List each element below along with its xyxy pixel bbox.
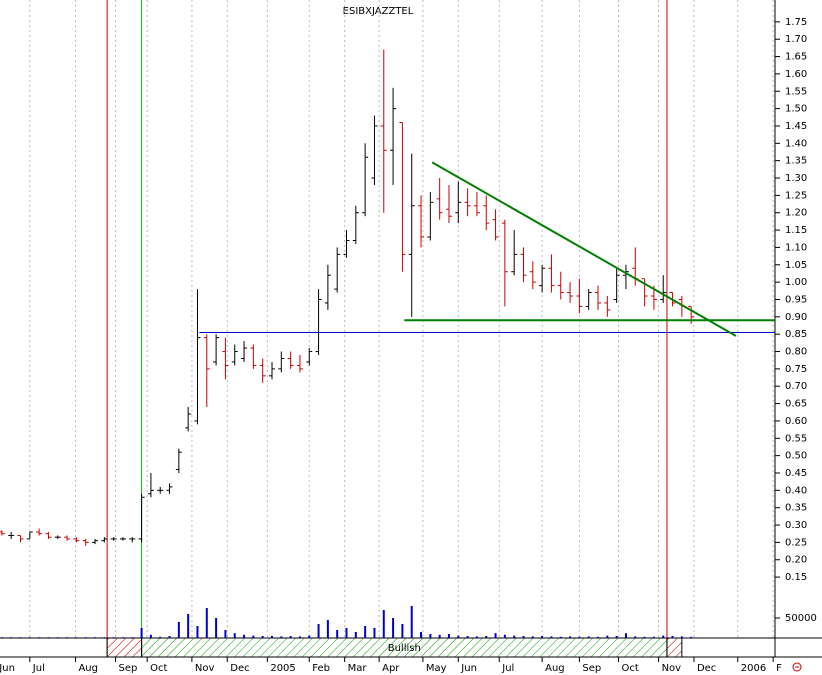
y-tick-label: 1.70 bbox=[785, 34, 807, 45]
y-tick-label: 0.25 bbox=[785, 537, 807, 548]
y-tick-label: 1.65 bbox=[785, 52, 807, 63]
y-tick-label: 0.75 bbox=[785, 364, 807, 375]
x-tick-label: 2005 bbox=[270, 663, 295, 674]
y-tick-label: 0.85 bbox=[785, 329, 807, 340]
x-tick-label: 2006 bbox=[741, 663, 766, 674]
x-tick-label: Jun bbox=[0, 663, 15, 674]
y-tick-label: 0.95 bbox=[785, 294, 807, 305]
indicator-segment bbox=[106, 637, 143, 658]
x-tick-label: Sep bbox=[119, 663, 138, 674]
x-tick-label: F bbox=[776, 663, 782, 674]
indicator-label: Bullish bbox=[388, 643, 421, 654]
y-tick-label: 0.40 bbox=[785, 485, 807, 496]
y-tick-label: 0.35 bbox=[785, 503, 807, 514]
indicator-segment bbox=[666, 637, 683, 658]
x-tick-label: Dec bbox=[697, 663, 716, 674]
x-tick-label: Jun bbox=[460, 663, 477, 674]
y-tick-label: 1.00 bbox=[785, 277, 807, 288]
y-tick-label: 1.10 bbox=[785, 242, 807, 253]
y-tick-label: 1.75 bbox=[785, 17, 807, 28]
y-tick-label: 1.60 bbox=[785, 69, 807, 80]
x-tick-label: Nov bbox=[662, 663, 682, 674]
y-tick-label: 0.65 bbox=[785, 399, 807, 410]
y-tick-label: 0.15 bbox=[785, 572, 807, 583]
x-tick-label: Aug bbox=[545, 663, 565, 674]
y-tick-label: 0.55 bbox=[785, 433, 807, 444]
y-tick-label: 0.45 bbox=[785, 468, 807, 479]
y-tick-label: 1.20 bbox=[785, 208, 807, 219]
x-tick-label: May bbox=[426, 663, 447, 674]
x-tick-label: Nov bbox=[195, 663, 215, 674]
y-tick-label: 1.15 bbox=[785, 225, 807, 236]
volume-tick-label: 50000 bbox=[785, 613, 817, 624]
y-tick-label: 1.05 bbox=[785, 260, 807, 271]
chart-title: ESIBXJAZZTEL bbox=[343, 6, 414, 17]
trend-line bbox=[431, 161, 737, 337]
x-tick-label: Jul bbox=[32, 663, 45, 674]
x-tick-label: Mar bbox=[348, 663, 368, 674]
y-tick-label: 0.50 bbox=[785, 451, 807, 462]
y-tick-label: 0.30 bbox=[785, 520, 807, 531]
x-tick-label: Apr bbox=[382, 663, 400, 674]
y-tick-label: 0.70 bbox=[785, 381, 807, 392]
x-tick-label: Oct bbox=[622, 663, 639, 674]
x-tick-label: Oct bbox=[150, 663, 167, 674]
y-tick-label: 1.35 bbox=[785, 156, 807, 167]
y-tick-label: 1.55 bbox=[785, 86, 807, 97]
x-tick-label: Jul bbox=[501, 663, 514, 674]
y-tick-label: 1.45 bbox=[785, 121, 807, 132]
y-tick-label: 1.40 bbox=[785, 138, 807, 149]
y-tick-label: 1.50 bbox=[785, 104, 807, 115]
x-tick-label: Sep bbox=[582, 663, 601, 674]
close-icon[interactable] bbox=[792, 662, 802, 672]
y-tick-label: 0.80 bbox=[785, 347, 807, 358]
y-tick-label: 1.30 bbox=[785, 173, 807, 184]
y-tick-label: 0.90 bbox=[785, 312, 807, 323]
y-tick-label: 0.20 bbox=[785, 555, 807, 566]
x-tick-label: Aug bbox=[78, 663, 98, 674]
y-tick-label: 1.25 bbox=[785, 190, 807, 201]
x-tick-label: Feb bbox=[312, 663, 330, 674]
y-tick-label: 0.60 bbox=[785, 416, 807, 427]
x-tick-label: Dec bbox=[230, 663, 249, 674]
